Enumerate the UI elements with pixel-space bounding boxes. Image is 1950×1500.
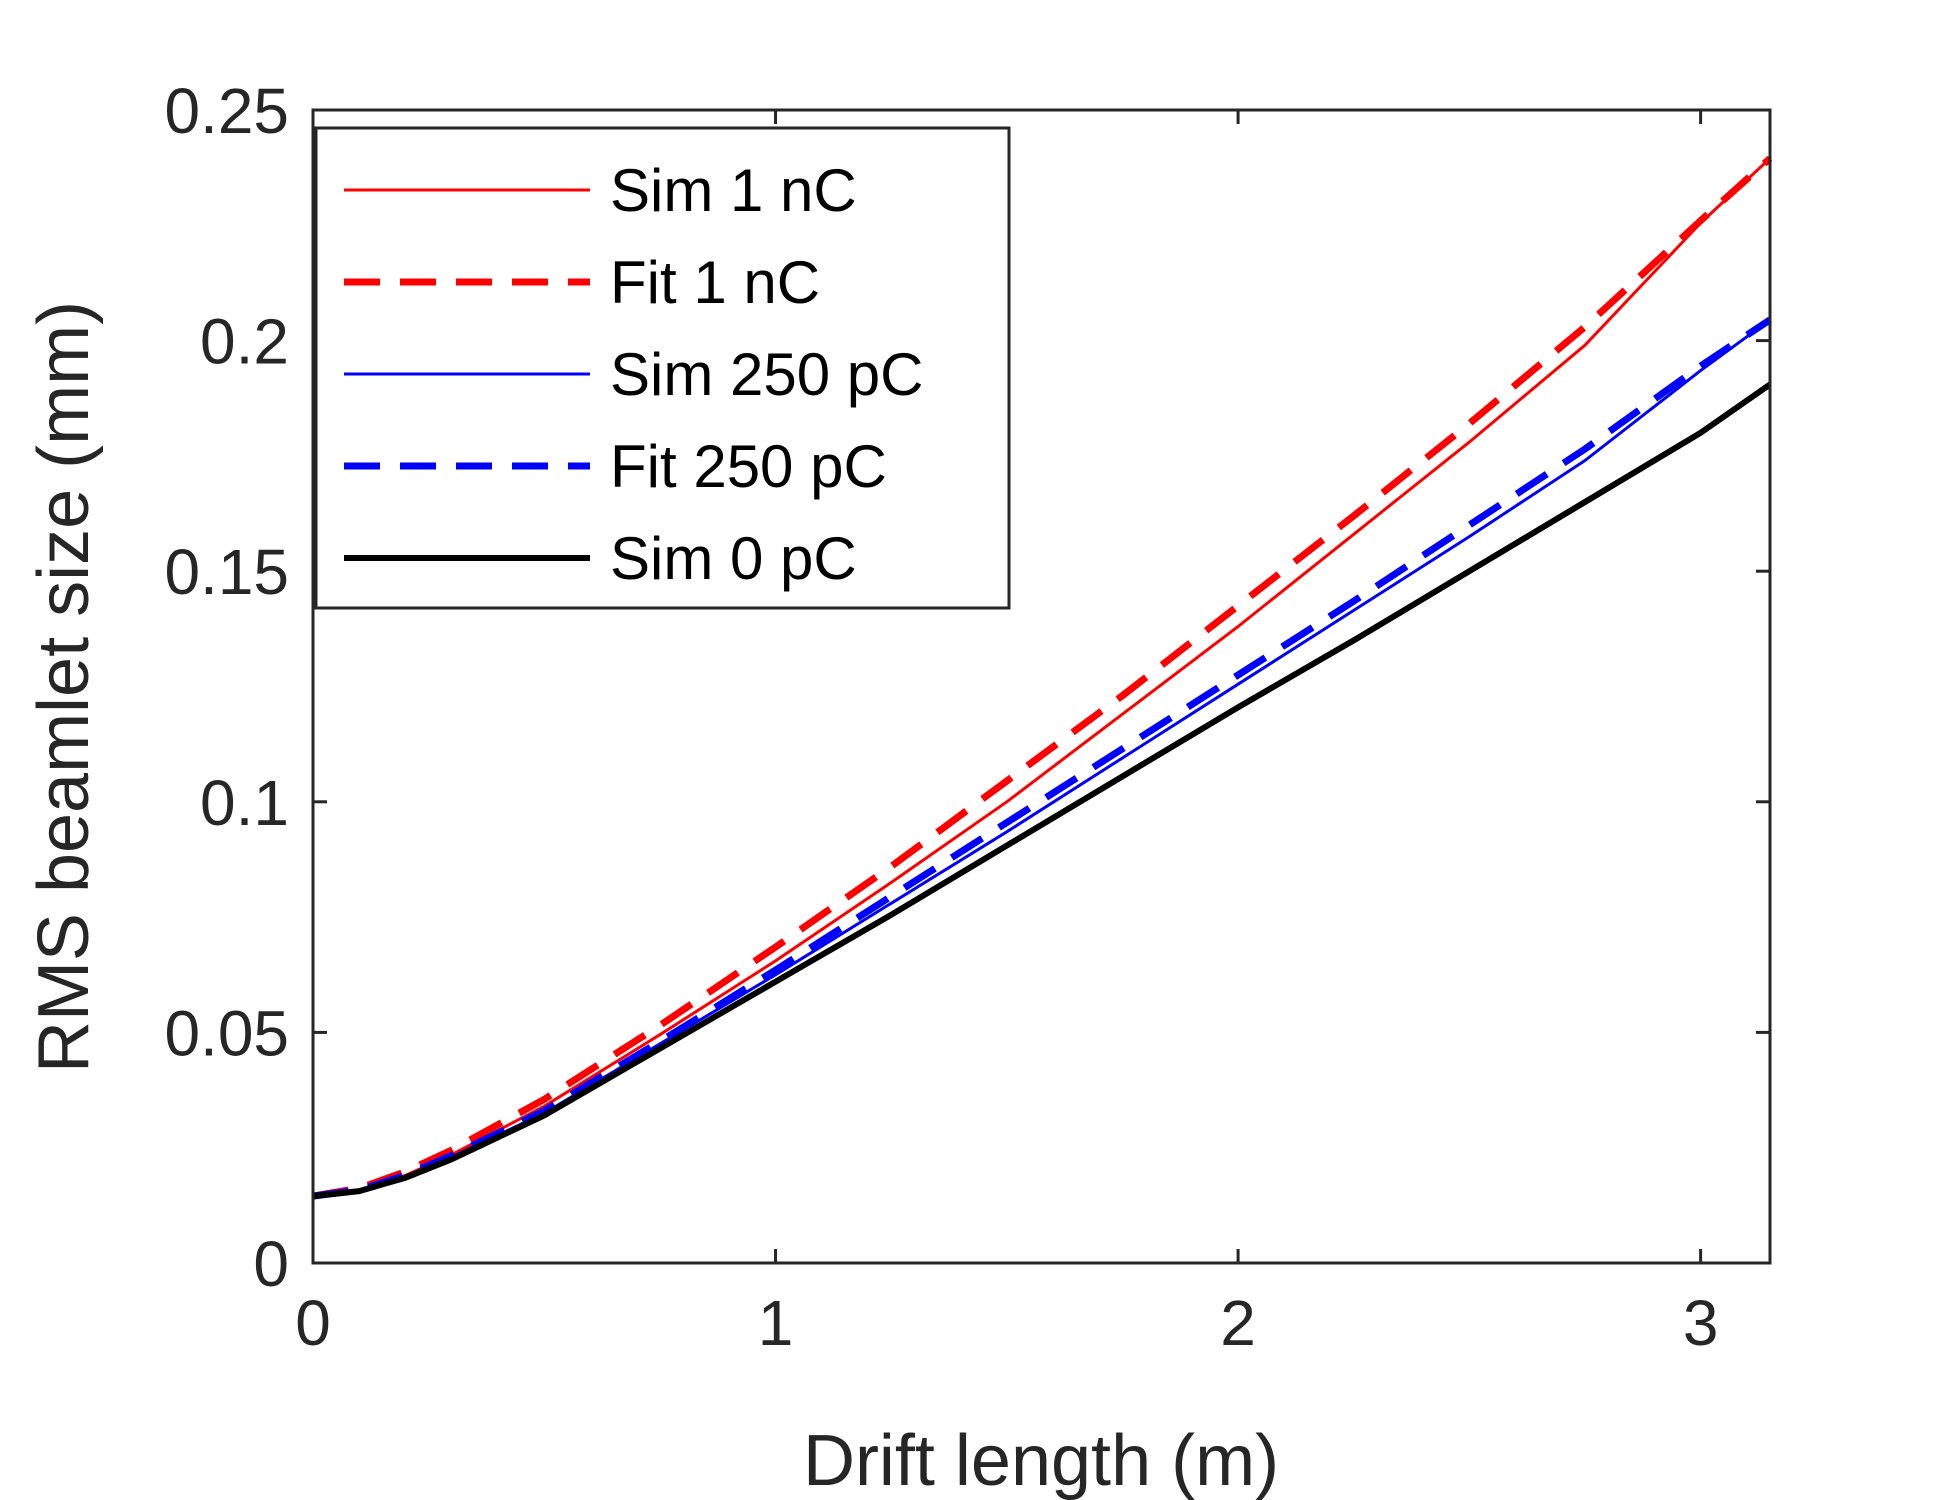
ticks-layer: 0 1 2 3 0 0.05 0.1 0.15 0.2 0.25 (164, 75, 1770, 1359)
y-tick-label: 0.15 (164, 536, 289, 608)
axes-frame (311, 108, 1772, 1265)
legend-label-0: Sim 1 nC (610, 157, 857, 224)
x-axis-title: Drift length (m) (803, 1421, 1279, 1500)
legend-label-4: Sim 0 pC (610, 525, 857, 592)
axes-box (311, 108, 1772, 1265)
y-tick-label: 0 (253, 1228, 289, 1300)
legend-label-2: Sim 250 pC (610, 341, 923, 408)
legend: Sim 1 nC Fit 1 nC Sim 250 pC Fit 250 pC Sim … (314, 126, 1011, 610)
y-axis-title: RMS beamlet size (mm) (24, 301, 104, 1073)
legend-label-3: Fit 250 pC (610, 433, 887, 500)
x-tick-label: 3 (1683, 1287, 1719, 1359)
series-line-1 (312, 155, 1773, 1200)
series-line-4 (312, 381, 1772, 1200)
y-tick-label: 0.1 (200, 767, 289, 839)
y-tick-label: 0.2 (200, 306, 289, 378)
y-tick-label: 0.25 (164, 75, 289, 147)
x-tick-label: 0 (295, 1287, 331, 1359)
series-layer (312, 155, 1773, 1200)
x-tick-label: 1 (758, 1287, 794, 1359)
y-tick-label: 0.05 (164, 997, 289, 1069)
legend-label-1: Fit 1 nC (610, 249, 820, 316)
legend-box (314, 126, 1011, 610)
x-tick-label: 2 (1220, 1287, 1256, 1359)
